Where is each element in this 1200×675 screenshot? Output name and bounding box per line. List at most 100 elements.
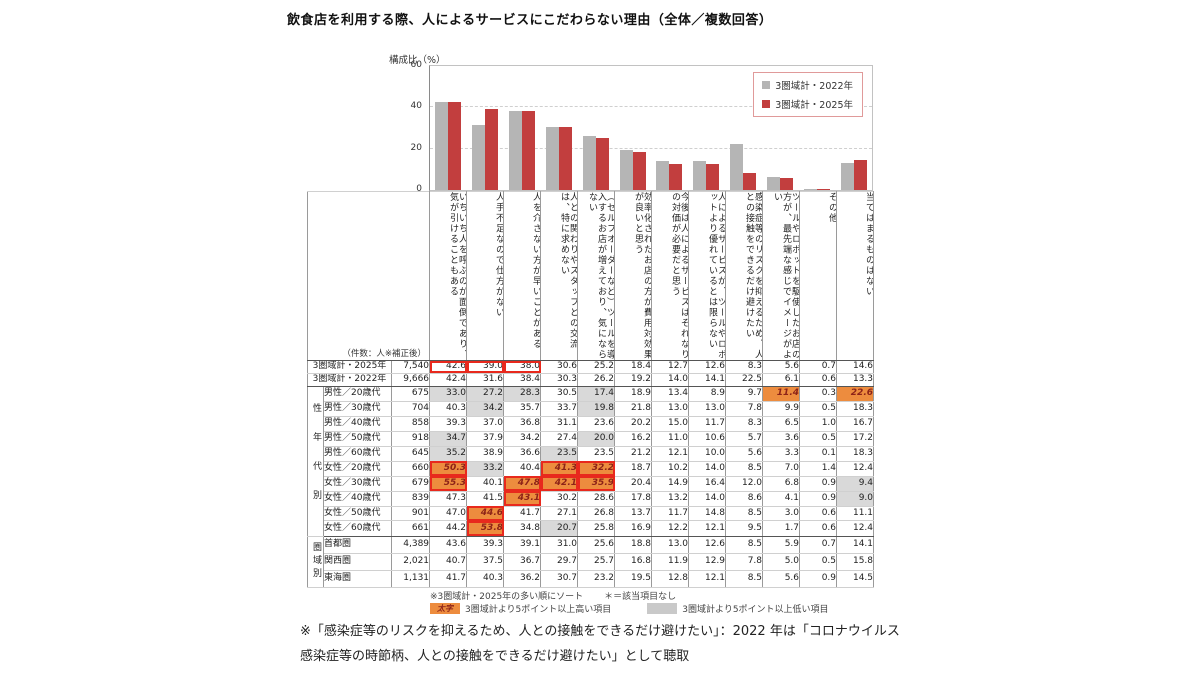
data-cell: 22.6: [836, 385, 875, 402]
bar-2025: [448, 101, 462, 190]
data-cell: 23.2: [577, 569, 616, 589]
bar-group: [688, 66, 725, 190]
data-cell: 18.3: [836, 445, 875, 462]
bar-2022: [619, 150, 633, 190]
data-cell: 37.5: [466, 552, 505, 571]
bottom-note: ※「感染症等のリスクを抑えるため、人との接触をできるだけ避けたい」：2022 年…: [300, 624, 900, 664]
data-cell: 0.5: [799, 552, 838, 571]
legend-swatch-2022-icon: [762, 81, 771, 89]
column-header: （セルフオーダーなど）ツールを導入するお店が増えており、気にならない: [577, 191, 616, 361]
bar-2022: [435, 102, 449, 190]
row-label: 男性／60歳代: [323, 445, 392, 462]
data-cell: 34.2: [466, 400, 505, 417]
data-cell: 16.4: [688, 475, 727, 492]
data-cell: 12.8: [651, 569, 690, 589]
bar-group: [577, 66, 614, 190]
bar-2022: [472, 124, 486, 190]
row-count: 7,540: [390, 360, 431, 374]
data-cell: 40.4: [503, 460, 542, 477]
data-cell: 44.2: [429, 520, 468, 537]
data-cell: 25.8: [577, 520, 616, 537]
data-table-body: （件数：人※補正後） いちいち人を呼ぶのが面倒であり、気が引けることもある 人手不足…: [306, 191, 875, 589]
data-cell: 27.1: [540, 505, 579, 522]
bar-2022: [766, 177, 780, 190]
data-cell: 27.4: [540, 430, 579, 447]
data-cell: 41.5: [466, 490, 505, 507]
table-row: 女性／20歳代 660 50.3 33.2 40.4 41.3 32.2 18.7 10.2 14…: [308, 460, 875, 477]
data-cell: 35.2: [429, 445, 468, 462]
data-cell: 12.4: [836, 520, 875, 537]
table-corner-cell: （件数：人※補正後）: [306, 191, 431, 361]
row-label: 3圏域計・2025年: [307, 360, 392, 374]
row-label: 女性／20歳代: [323, 460, 392, 477]
data-cell: 0.7: [799, 535, 838, 554]
table-row: 男性／50歳代 918 34.7 37.9 34.2 27.4 20.0 16.2 11.0 10…: [308, 430, 875, 447]
legend-label-2025: 3圏域計・2025年: [775, 100, 853, 111]
na-note-text: ＊＝該当項目なし: [604, 592, 677, 602]
data-table: （件数：人※補正後） いちいち人を呼ぶのが面倒であり、気が引けることもある 人手不足…: [306, 191, 875, 589]
bar-2022: [840, 162, 854, 190]
data-cell: 12.6: [688, 360, 727, 374]
data-cell: 12.1: [651, 445, 690, 462]
low-swatch-icon: [647, 603, 678, 614]
data-cell: 14.6: [836, 360, 875, 374]
data-cell: 36.8: [503, 415, 542, 432]
row-label: 男性／20歳代: [323, 385, 392, 402]
row-label: 男性／40歳代: [323, 415, 392, 432]
data-cell: 10.2: [651, 460, 690, 477]
data-cell: 40.1: [466, 475, 505, 492]
row-label: 男性／30歳代: [323, 400, 392, 417]
data-cell: 30.5: [540, 385, 579, 402]
data-cell: 15.8: [836, 552, 875, 571]
column-header: 当てはまるものはない: [836, 191, 875, 361]
data-cell: 18.7: [614, 460, 653, 477]
data-cell: 36.6: [503, 445, 542, 462]
data-cell: 1.0: [799, 415, 838, 432]
data-cell: 39.3: [429, 415, 468, 432]
y-axis-label: 構成比（%）: [389, 55, 446, 66]
bar-2025: [816, 188, 830, 190]
data-cell: 16.7: [836, 415, 875, 432]
chart-legend: 3圏域計・2022年 3圏域計・2025年: [753, 72, 863, 117]
data-cell: 7.0: [762, 460, 801, 477]
bar-2022: [656, 161, 670, 190]
data-cell: 19.8: [577, 400, 616, 417]
legend-item-2022: 3圏域計・2022年: [762, 78, 853, 92]
data-cell: 5.6: [762, 360, 801, 374]
data-cell: 13.0: [651, 535, 690, 554]
data-cell: 17.4: [577, 385, 616, 402]
data-cell: 5.7: [725, 430, 764, 447]
table-row: 女性／50歳代 901 47.0 44.6 41.7 27.1 26.8 13.7 11.7 14…: [308, 505, 875, 522]
y-tick-label: 0: [416, 184, 422, 194]
bar-group: [504, 66, 541, 190]
data-cell: 33.7: [540, 400, 579, 417]
bar-2025: [669, 163, 683, 190]
data-cell: 23.6: [577, 415, 616, 432]
data-cell: 11.1: [836, 505, 875, 522]
bar-2025: [853, 159, 867, 190]
data-cell: 0.6: [799, 520, 838, 537]
high-swatch-icon: 太字: [430, 603, 460, 614]
data-cell: 28.3: [503, 385, 542, 402]
data-cell: 0.6: [799, 372, 838, 387]
row-label: 女性／50歳代: [323, 505, 392, 522]
data-cell: 5.9: [762, 535, 801, 554]
data-cell: 9.5: [725, 520, 764, 537]
data-cell: 8.3: [725, 360, 764, 374]
table-header-row: （件数：人※補正後） いちいち人を呼ぶのが面倒であり、気が引けることもある 人手不足…: [306, 191, 875, 361]
data-cell: 42.1: [540, 475, 579, 492]
data-cell: 12.0: [725, 475, 764, 492]
bar-2025: [558, 126, 572, 190]
row-count: 839: [390, 490, 431, 507]
data-cell: 21.8: [614, 400, 653, 417]
data-cell: 28.6: [577, 490, 616, 507]
data-cell: 8.9: [688, 385, 727, 402]
data-cell: 14.5: [836, 569, 875, 589]
column-header: 人との関わりやスタッフとの交流は、特に求めない: [540, 191, 579, 361]
data-cell: 14.8: [688, 505, 727, 522]
table-row: 女性／40歳代 839 47.3 41.5 43.1 30.2 28.6 17.8 13.2 14…: [308, 490, 875, 507]
table-row: 3圏域計・2025年 7,540 42.6 39.0 38.0 30.6 25.2 18.4 1…: [307, 360, 875, 374]
table-row: 関西圏 2,021 40.7 37.5 36.7 29.7 25.7 16.8 11.9 12.9…: [308, 552, 875, 571]
data-cell: 14.1: [836, 535, 875, 554]
column-header: その他: [799, 191, 838, 361]
